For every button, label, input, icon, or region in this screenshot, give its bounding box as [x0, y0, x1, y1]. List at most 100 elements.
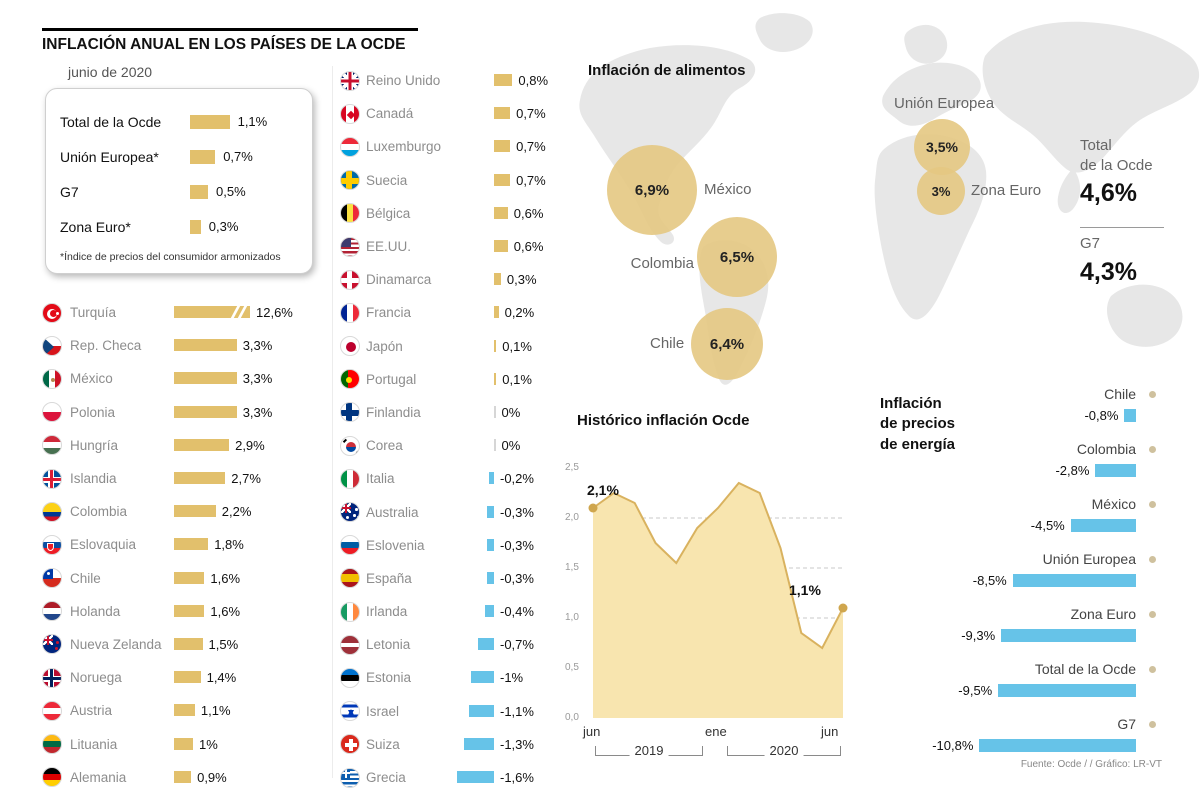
country-value: 2,9% — [235, 437, 265, 453]
country-bar — [174, 604, 205, 617]
country-name: Chile — [70, 570, 101, 586]
history-y-tick: 1,0 — [565, 612, 579, 623]
sweden-flag-icon — [340, 170, 360, 191]
country-barzone: 0,3% — [454, 272, 578, 287]
country-value: 0,7% — [516, 172, 546, 188]
country-barzone: 0,7% — [454, 139, 578, 154]
year-bracket-2019: 2019 — [595, 744, 703, 758]
country-value: 2,2% — [221, 504, 252, 520]
country-name: Finlandia — [366, 404, 421, 420]
energy-barline: -0,8% — [912, 408, 1160, 423]
mexico-flag-icon — [42, 368, 62, 389]
country-name: Dinamarca — [366, 272, 432, 288]
country-bar — [174, 671, 201, 684]
country-row-australia: Australia -0,3% — [340, 495, 578, 528]
country-bar — [174, 438, 230, 451]
country-name: México — [70, 371, 113, 387]
country-list-middle: Reino Unido 0,8% Canadá 0,7% Luxemburgo 0,7% S… — [340, 64, 578, 794]
food-bubble-label-chile: Chile — [650, 335, 685, 352]
column-divider — [332, 66, 333, 778]
year-label-2020: 2020 — [764, 744, 804, 758]
country-bar — [484, 605, 494, 618]
country-barzone: 1,4% — [170, 670, 334, 685]
history-y-tick: 2,0 — [565, 512, 579, 523]
country-row-canada: Canadá 0,7% — [340, 97, 578, 130]
austria-flag-icon — [42, 700, 62, 721]
country-bar — [494, 173, 511, 186]
country-bar — [487, 505, 494, 518]
summary-label: G7 — [60, 183, 79, 200]
estonia-flag-icon — [340, 667, 360, 688]
food-bubble-label-mexico: México — [704, 181, 752, 198]
food-callout-total: Total de la Ocde 4,6% — [1080, 136, 1153, 208]
country-name: Colombia — [70, 504, 128, 520]
portugal-flag-icon — [340, 369, 360, 390]
country-row-letonia: Letonia -0,7% — [340, 628, 578, 661]
energy-row-union-europea: Unión Europea -8,5% — [912, 551, 1160, 606]
energy-chart-rows: Chile -0,8% Colombia -2,8% México -4,5% Unión … — [912, 386, 1160, 771]
summary-rows: Total de la Ocde 1,1% Unión Europea* 0,7% G7… — [60, 104, 298, 244]
summary-value: 1,1% — [237, 114, 268, 129]
luxembourg-flag-icon — [340, 136, 360, 157]
energy-bar — [1124, 409, 1136, 422]
country-row-alemania: Alemania 0,9% — [42, 761, 334, 794]
country-name: Canadá — [366, 106, 414, 122]
country-row-reino-unido: Reino Unido 0,8% — [340, 64, 578, 97]
country-row-hungria: Hungría 2,9% — [42, 429, 334, 462]
year-label-2019: 2019 — [629, 744, 669, 758]
country-bar — [174, 538, 209, 551]
country-name: Suecia — [366, 172, 408, 188]
country-bar — [174, 571, 205, 584]
energy-bullet-dot — [1149, 391, 1156, 398]
energy-barline: -8,5% — [912, 573, 1160, 588]
country-value: 0,1% — [502, 371, 532, 387]
energy-value: -9,3% — [961, 628, 996, 643]
country-barzone: -0,2% — [454, 471, 578, 486]
food-bubble-chile: 6,4% — [691, 308, 763, 380]
country-name: España — [366, 570, 412, 586]
country-name: Hungría — [70, 437, 119, 453]
country-bar — [494, 206, 508, 219]
country-name: Japón — [366, 338, 403, 354]
summary-bar — [190, 219, 201, 234]
energy-row-mexico: México -4,5% — [912, 496, 1160, 551]
country-bar — [174, 372, 237, 385]
country-barzone: 0% — [454, 438, 578, 454]
energy-row-colombia: Colombia -2,8% — [912, 441, 1160, 496]
country-value: 0,2% — [504, 305, 535, 321]
country-value: 3,3% — [242, 404, 273, 420]
history-chart: Histórico inflación Ocde 2,5 2,0 1,5 1,0 0,5… — [563, 412, 875, 803]
country-bar — [494, 372, 497, 385]
page-subtitle: junio de 2020 — [68, 64, 153, 80]
country-row-turquia: Turquía 12,6% — [42, 296, 334, 329]
country-row-estonia: Estonia -1% — [340, 661, 578, 694]
country-row-dinamarca: Dinamarca 0,3% — [340, 263, 578, 296]
country-value: 0% — [501, 438, 521, 454]
country-bar — [174, 704, 195, 717]
country-row-israel: Israel -1,1% — [340, 695, 578, 728]
summary-row-union-europea: Unión Europea* 0,7% — [60, 139, 298, 174]
country-value: -1,6% — [500, 770, 534, 786]
country-row-finlandia: Finlandia 0% — [340, 396, 578, 429]
energy-bullet-dot — [1149, 611, 1156, 618]
country-value: 0,9% — [197, 769, 227, 785]
energy-value: -0,8% — [1084, 408, 1119, 423]
summary-bar — [190, 114, 230, 129]
country-value: -1% — [500, 670, 524, 686]
country-name: Bélgica — [366, 205, 411, 221]
country-barzone: 2,2% — [170, 504, 334, 520]
country-barzone: 0% — [454, 405, 578, 420]
latvia-flag-icon — [340, 634, 360, 655]
ireland-flag-icon — [340, 601, 360, 622]
czech-republic-flag-icon — [42, 335, 62, 356]
country-barzone: -0,3% — [454, 505, 578, 520]
country-row-corea: Corea 0% — [340, 429, 578, 462]
country-bar — [487, 538, 494, 551]
history-area-svg — [588, 481, 848, 718]
country-name: Italia — [366, 471, 395, 487]
history-annotation-start: 2,1% — [587, 482, 619, 498]
summary-footnote: *Índice de precios del consumidor armoni… — [60, 251, 281, 263]
country-value: 1% — [199, 736, 218, 752]
country-value: 0,6% — [513, 239, 544, 255]
energy-value: -4,5% — [1030, 518, 1065, 533]
